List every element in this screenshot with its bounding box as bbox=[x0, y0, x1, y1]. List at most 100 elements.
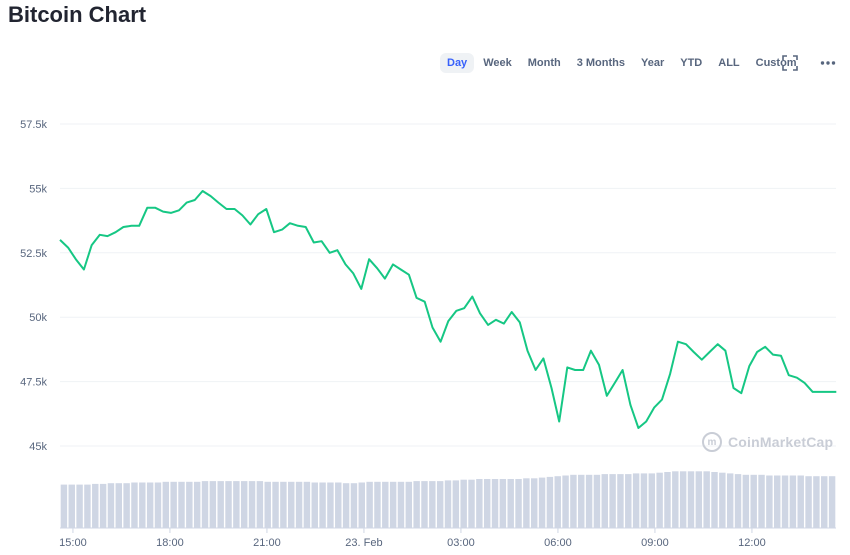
volume-bar bbox=[593, 474, 601, 528]
x-tick-label: 03:00 bbox=[447, 537, 475, 549]
volume-bar bbox=[758, 474, 765, 528]
range-ytd-button[interactable]: YTD bbox=[680, 57, 703, 69]
volume-bar bbox=[60, 484, 68, 528]
volume-bar bbox=[719, 472, 726, 528]
volume-bar bbox=[546, 476, 554, 528]
volume-bar bbox=[625, 474, 632, 528]
coinmarketcap-logo-icon: m bbox=[702, 432, 722, 452]
volume-bar bbox=[389, 481, 397, 528]
volume-bar bbox=[828, 476, 836, 528]
volume-bar bbox=[813, 476, 820, 528]
volume-bar bbox=[319, 482, 326, 528]
volume-bar bbox=[821, 476, 828, 528]
volume-bar bbox=[256, 481, 264, 528]
volume-bar bbox=[186, 481, 193, 528]
volume-bar bbox=[444, 480, 452, 528]
volume-bar bbox=[288, 481, 295, 528]
volume-bar bbox=[483, 479, 491, 528]
volume-bar bbox=[92, 483, 99, 528]
volume-bar bbox=[491, 479, 499, 528]
volume-bar bbox=[162, 481, 170, 528]
volume-bar bbox=[711, 472, 718, 528]
volume-bar bbox=[538, 477, 546, 528]
volume-bar bbox=[781, 475, 789, 528]
volume-bar bbox=[170, 481, 177, 528]
x-tick-label: 23. Feb bbox=[345, 537, 382, 549]
volume-bar bbox=[687, 471, 695, 528]
volume-bar bbox=[131, 482, 138, 528]
volume-bar bbox=[382, 481, 389, 528]
volume-bar bbox=[726, 473, 734, 528]
x-tick-label: 15:00 bbox=[59, 537, 87, 549]
volume-bar bbox=[523, 478, 530, 528]
volume-bar bbox=[789, 475, 797, 528]
x-tick-label: 12:00 bbox=[738, 537, 766, 549]
volume-bar bbox=[248, 481, 256, 528]
volume-bar bbox=[76, 484, 83, 528]
volume-bar bbox=[405, 481, 413, 528]
volume-bar bbox=[413, 481, 420, 528]
range-all-button[interactable]: ALL bbox=[718, 57, 740, 69]
range-year-button[interactable]: Year bbox=[641, 57, 665, 69]
watermark: m CoinMarketCap bbox=[702, 432, 833, 452]
volume-bar bbox=[656, 472, 663, 528]
volume-bar bbox=[240, 481, 248, 528]
volume-bar bbox=[374, 481, 381, 528]
y-tick-label: 55k bbox=[29, 183, 47, 195]
grid-lines bbox=[60, 123, 836, 447]
volume-bar bbox=[773, 475, 781, 528]
y-tick-label: 50k bbox=[29, 312, 47, 324]
volume-bar bbox=[280, 481, 287, 528]
y-tick-label: 57.5k bbox=[20, 119, 47, 131]
price-line bbox=[59, 190, 837, 429]
volume-bar bbox=[531, 478, 538, 528]
volume-bar bbox=[499, 479, 507, 528]
x-tick-label: 06:00 bbox=[544, 537, 572, 549]
volume-bar bbox=[397, 481, 405, 528]
volume-bar bbox=[146, 482, 154, 528]
volume-bar bbox=[193, 481, 201, 528]
volume-bar bbox=[578, 474, 585, 528]
volume-bar bbox=[342, 483, 350, 528]
volume-bar bbox=[429, 481, 436, 528]
volume-bar bbox=[233, 481, 240, 528]
y-tick-label: 47.5k bbox=[20, 377, 47, 389]
volume-bar bbox=[609, 474, 616, 528]
volume-bar bbox=[664, 472, 671, 528]
range-month-button[interactable]: Month bbox=[527, 57, 561, 69]
y-axis-labels: 45k 47.5k 50k 52.5k 55k 57.5k bbox=[20, 119, 47, 453]
range-3months-button[interactable]: 3 Months bbox=[576, 57, 625, 69]
x-tick-label: 18:00 bbox=[156, 537, 184, 549]
volume-bar bbox=[805, 476, 812, 528]
volume-bar bbox=[209, 481, 217, 528]
range-day-button[interactable]: Day bbox=[440, 53, 475, 73]
volume-bar bbox=[632, 473, 640, 528]
volume-bar bbox=[679, 471, 687, 528]
volume-bar bbox=[366, 481, 373, 528]
volume-bar bbox=[562, 475, 569, 528]
more-options-icon[interactable] bbox=[820, 56, 836, 73]
time-range-selector: Day Week Month 3 Months Year YTD ALL Cus… bbox=[440, 53, 806, 73]
volume-bar bbox=[703, 471, 710, 528]
range-week-button[interactable]: Week bbox=[483, 57, 512, 69]
volume-bar bbox=[734, 474, 742, 528]
volume-bar bbox=[272, 481, 279, 528]
volume-bar bbox=[217, 481, 224, 528]
volume-bar bbox=[570, 474, 577, 528]
volume-bar bbox=[742, 474, 750, 528]
volume-bar bbox=[115, 483, 123, 528]
fullscreen-icon[interactable] bbox=[782, 55, 798, 74]
volume-bar bbox=[295, 481, 303, 528]
y-tick-label: 45k bbox=[29, 441, 47, 453]
volume-bar bbox=[358, 482, 365, 528]
volume-bar bbox=[640, 473, 648, 528]
volume-bar bbox=[695, 471, 703, 528]
volume-bar bbox=[264, 481, 271, 528]
watermark-text: CoinMarketCap bbox=[728, 434, 834, 450]
volume-bar bbox=[154, 482, 162, 528]
volume-bar bbox=[554, 476, 561, 528]
range-custom-button[interactable]: Custom bbox=[755, 57, 797, 69]
volume-bar bbox=[178, 481, 185, 528]
volume-bar bbox=[585, 474, 593, 528]
